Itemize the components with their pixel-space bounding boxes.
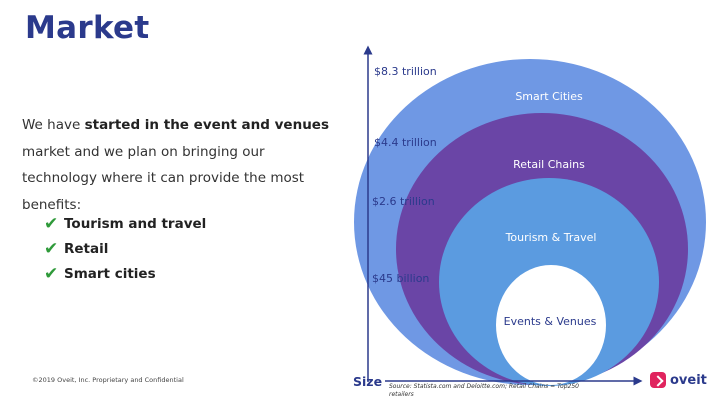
axis-size-label: Size	[353, 374, 383, 389]
intro-lead: We have	[22, 117, 85, 133]
list-item: ✔ Retail	[44, 237, 206, 262]
events-venues-circle	[496, 265, 606, 385]
intro-text: We have started in the event and venues …	[22, 112, 342, 218]
list-item-label: Retail	[64, 241, 109, 257]
benefit-list: ✔ Tourism and travel ✔ Retail ✔ Smart citie…	[44, 212, 206, 287]
copyright-text: ©2019 Oveit, Inc. Proprietary and Confid…	[32, 376, 184, 384]
intro-rest: market and we plan on bringing our techn…	[22, 143, 305, 213]
logo-text: oveit	[670, 372, 707, 388]
tourism-travel-value: $2.6 trillion	[372, 195, 435, 208]
list-item-label: Tourism and travel	[64, 216, 207, 232]
events-venues-value: $45 billion	[372, 272, 429, 285]
checkmark-icon: ✔	[44, 214, 59, 234]
intro-bold: started in the event and venues	[84, 117, 329, 133]
checkmark-icon: ✔	[44, 239, 59, 259]
logo-mark-icon	[650, 372, 666, 388]
page-title: Market	[25, 10, 150, 46]
tourism-travel-label: Tourism & Travel	[505, 231, 597, 244]
smart-cities-label: Smart Cities	[515, 90, 583, 103]
list-item-label: Smart cities	[64, 266, 156, 282]
list-item: ✔ Tourism and travel	[44, 212, 206, 237]
source-note: Source: Statista.com and Deloitte.com; R…	[389, 383, 579, 398]
retail-chains-label: Retail Chains	[513, 158, 585, 171]
oveit-logo: oveit	[650, 372, 707, 388]
retail-chains-value: $4.4 trillion	[374, 136, 437, 149]
smart-cities-value: $8.3 trillion	[374, 65, 437, 78]
checkmark-icon: ✔	[44, 264, 59, 284]
events-venues-label: Events & Venues	[504, 315, 597, 328]
list-item: ✔ Smart cities	[44, 262, 206, 287]
